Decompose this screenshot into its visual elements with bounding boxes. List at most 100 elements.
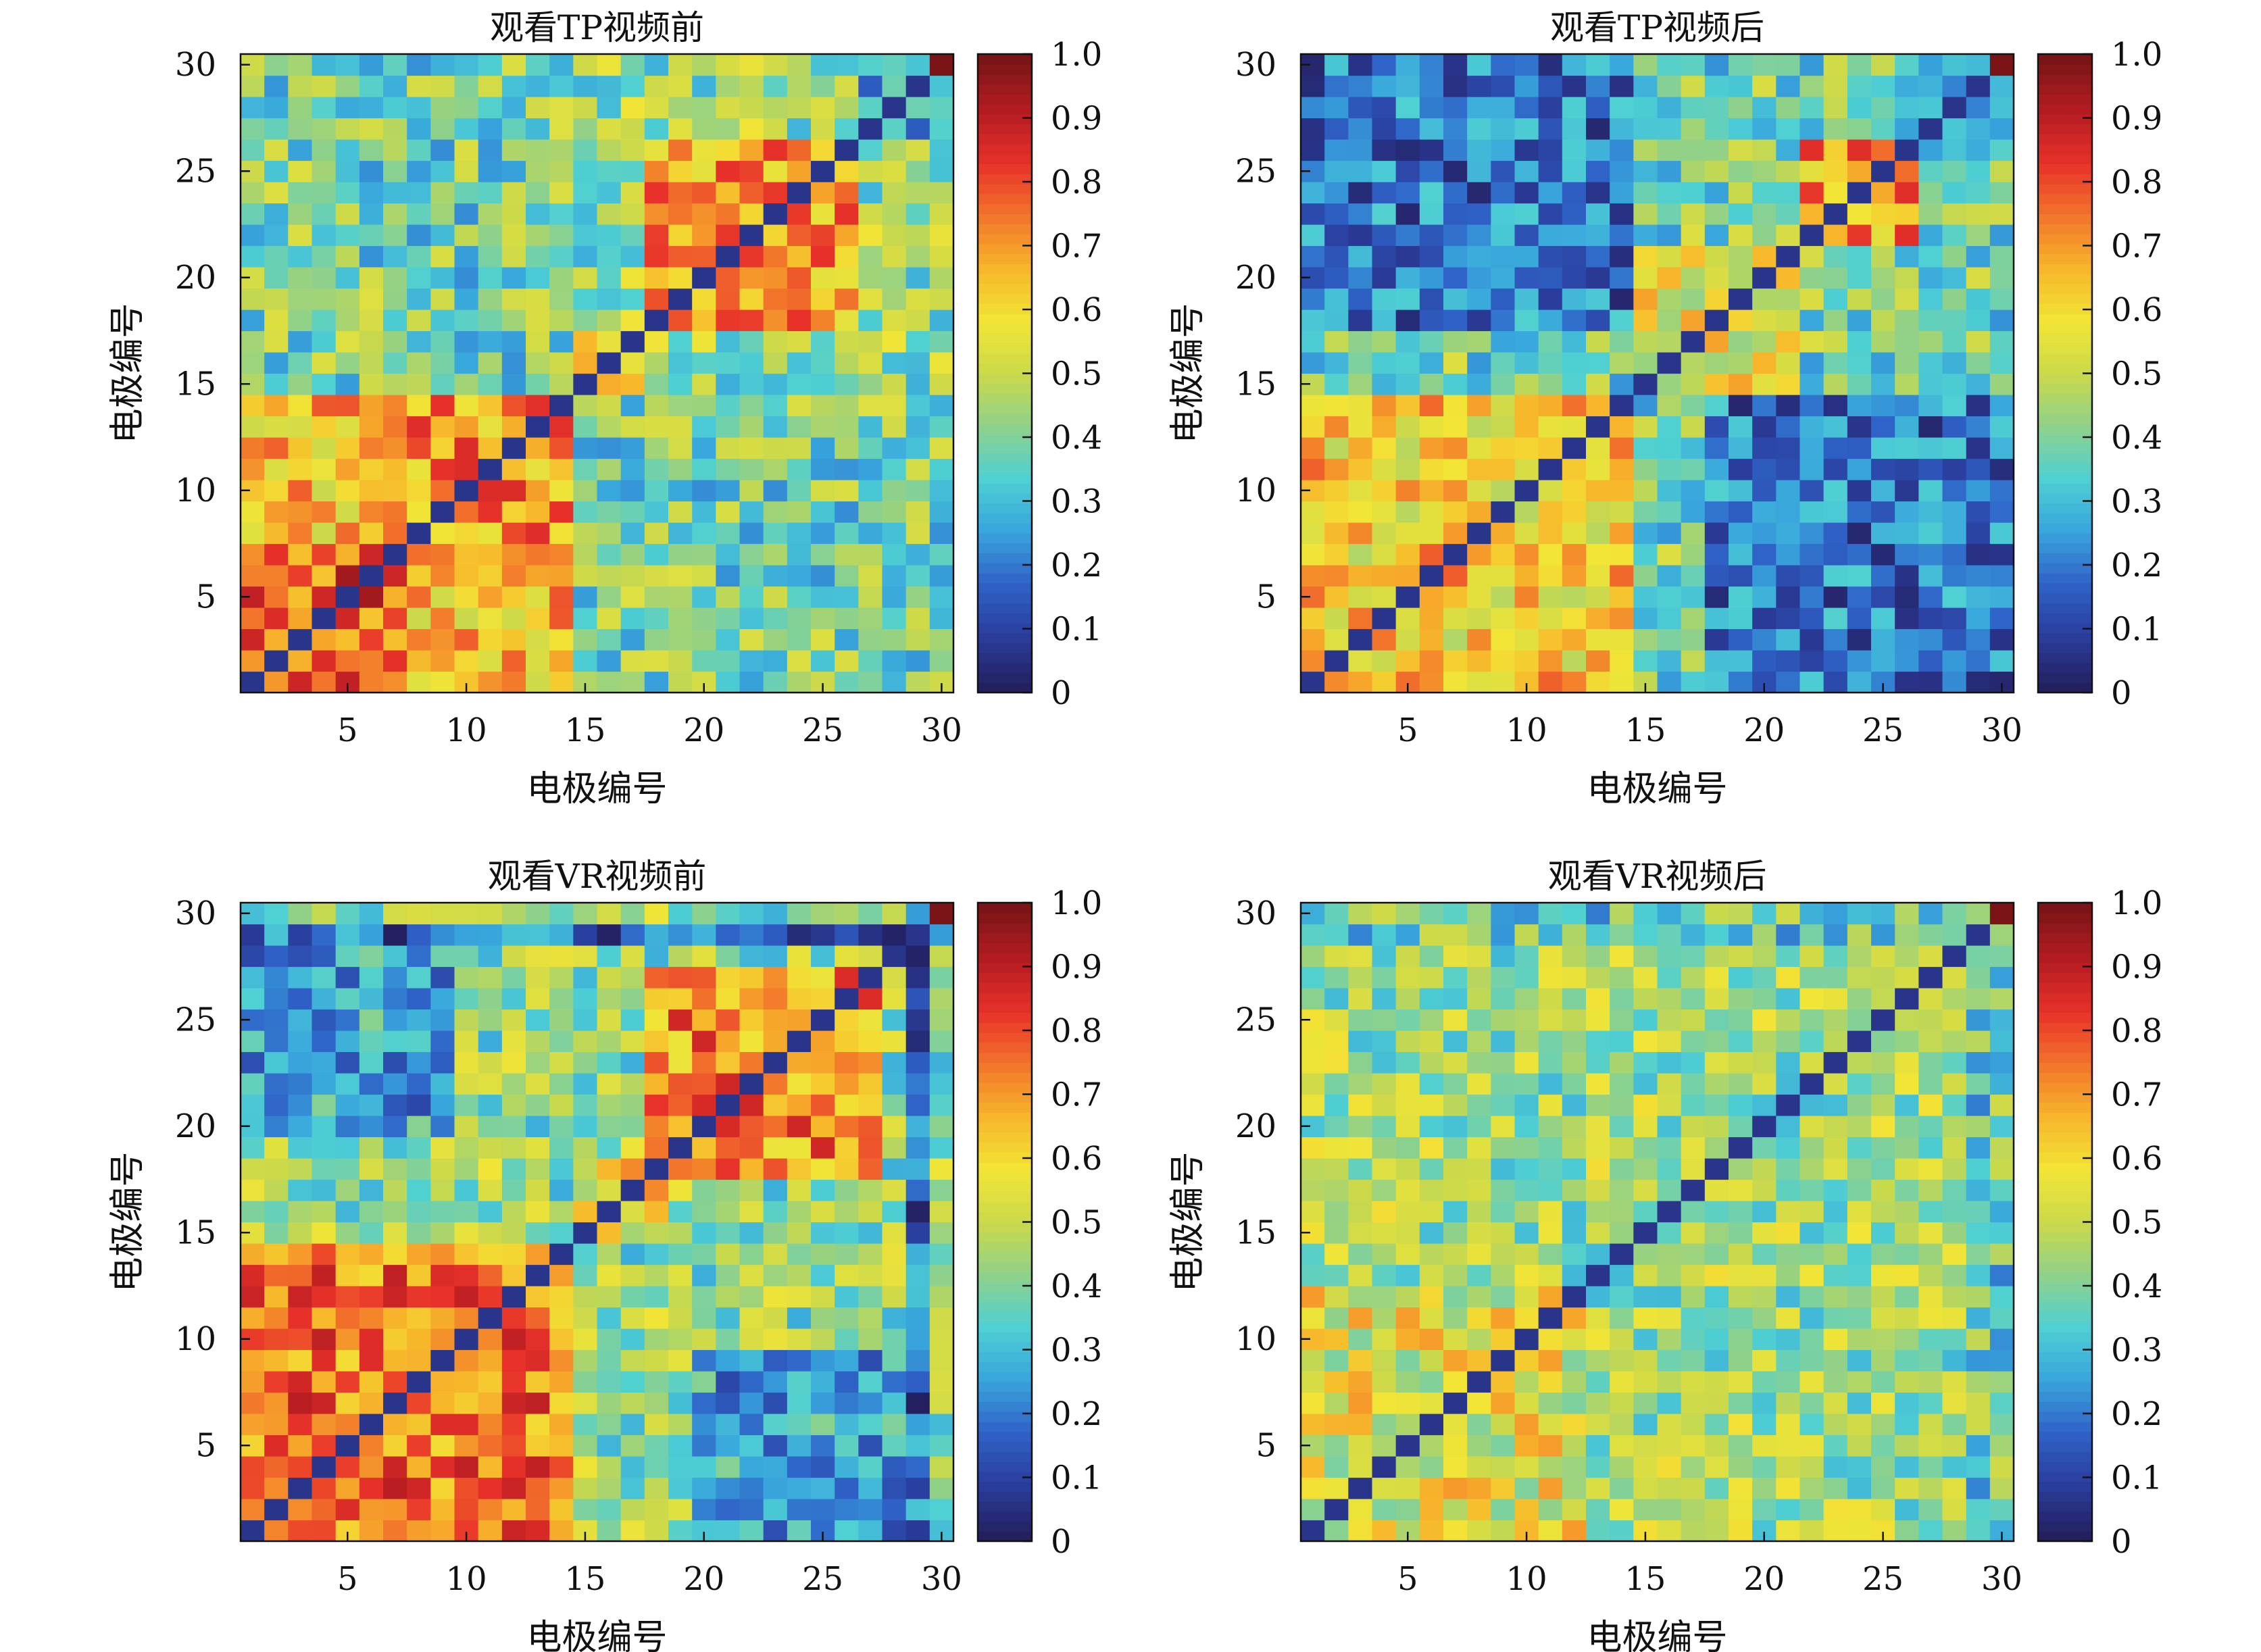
- heatmap-cell: [1799, 586, 1824, 608]
- heatmap-cell: [1704, 1413, 1729, 1436]
- heatmap-cell: [1776, 118, 1801, 140]
- heatmap-cell: [288, 182, 313, 204]
- heatmap-cell: [264, 97, 289, 119]
- heatmap-cell: [241, 988, 265, 1010]
- heatmap-cell: [1633, 160, 1658, 182]
- heatmap-cell: [1324, 1456, 1349, 1478]
- heatmap-cell: [478, 352, 503, 374]
- heatmap-cell: [1989, 1116, 2014, 1138]
- heatmap-cell: [739, 352, 764, 374]
- heatmap-cell: [501, 118, 526, 140]
- heatmap-cell: [241, 288, 265, 310]
- heatmap-cell: [692, 224, 716, 247]
- heatmap-cell: [1989, 352, 2014, 374]
- heatmap-cell: [835, 97, 859, 119]
- x-tick-label: 20: [683, 1560, 724, 1598]
- heatmap-cell: [335, 458, 360, 480]
- heatmap-cell: [1657, 118, 1682, 140]
- heatmap-cell: [407, 1328, 431, 1351]
- heatmap-cell: [1942, 650, 1967, 672]
- heatmap-cell: [1657, 903, 1682, 925]
- heatmap-cell: [1823, 1243, 1848, 1266]
- heatmap-cell: [335, 182, 360, 204]
- heatmap-cell: [1752, 1051, 1776, 1074]
- heatmap-cell: [288, 395, 313, 417]
- colorbar-segment: [2038, 593, 2092, 603]
- heatmap-cell: [1847, 650, 1872, 672]
- heatmap-cell: [1895, 1051, 1919, 1074]
- heatmap-cell: [1562, 309, 1587, 332]
- heatmap-cell: [835, 1030, 859, 1053]
- heatmap-cell: [716, 416, 741, 438]
- heatmap-cell: [383, 522, 407, 545]
- heatmap-cell: [264, 1392, 289, 1414]
- heatmap-cell: [1586, 1434, 1610, 1457]
- heatmap-cell: [383, 203, 407, 225]
- heatmap-cell: [1657, 1179, 1682, 1201]
- heatmap-cell: [692, 1307, 716, 1329]
- heatmap-cell: [1918, 416, 1943, 438]
- heatmap-cell: [811, 1243, 835, 1266]
- colorbar-segment: [978, 1301, 1032, 1313]
- heatmap-cell: [1586, 1158, 1610, 1180]
- colorbar-segment: [978, 912, 1032, 924]
- heatmap-cell: [478, 1456, 503, 1478]
- heatmap-cell: [1847, 966, 1872, 988]
- heatmap-cell: [620, 1073, 645, 1095]
- heatmap-cell: [549, 565, 574, 587]
- heatmap-cell: [835, 1392, 859, 1414]
- heatmap-cell: [1562, 1434, 1587, 1457]
- y-axis-label: 电极编号: [1168, 1151, 1208, 1292]
- heatmap-cell: [1514, 1434, 1539, 1457]
- heatmap-cell: [858, 522, 883, 545]
- heatmap-cell: [1586, 458, 1610, 480]
- heatmap-cell: [312, 1222, 337, 1244]
- heatmap-cell: [1514, 1073, 1539, 1095]
- heatmap-cell: [1467, 1094, 1491, 1116]
- heatmap-cell: [1799, 1136, 1824, 1159]
- heatmap-cell: [1514, 118, 1539, 140]
- heatmap-cell: [1729, 1030, 1753, 1053]
- heatmap-cell: [241, 416, 265, 438]
- heatmap-cell: [407, 1073, 431, 1095]
- heatmap-cell: [1395, 160, 1420, 182]
- colorbar-segment: [2038, 1331, 2092, 1343]
- colorbar-segment: [978, 1391, 1032, 1403]
- heatmap-cell: [1966, 288, 1991, 310]
- heatmap-cell: [597, 1371, 622, 1393]
- heatmap-cell: [1491, 330, 1516, 353]
- heatmap-cell: [1895, 671, 1919, 693]
- heatmap-cell: [1776, 1201, 1801, 1223]
- heatmap-cell: [549, 309, 574, 332]
- colorbar-segment: [2038, 114, 2092, 125]
- heatmap-cell: [882, 1520, 907, 1542]
- heatmap-cell: [811, 1286, 835, 1308]
- heatmap-cell: [501, 501, 526, 523]
- heatmap-cell: [1562, 1222, 1587, 1244]
- heatmap-cell: [1395, 1009, 1420, 1031]
- heatmap-cell: [905, 1116, 930, 1138]
- heatmap-cell: [1704, 903, 1729, 925]
- heatmap-cell: [1729, 1116, 1753, 1138]
- heatmap-cell: [1657, 607, 1682, 630]
- heatmap-cell: [1752, 267, 1776, 289]
- heatmap-cell: [1301, 1413, 1325, 1436]
- heatmap-cell: [1871, 203, 1895, 225]
- colorbar-segment: [2038, 1272, 2092, 1282]
- heatmap-cell: [1491, 1286, 1516, 1308]
- heatmap-cell: [241, 650, 265, 672]
- heatmap-cell: [1491, 97, 1516, 119]
- heatmap-cell: [1301, 437, 1325, 459]
- heatmap-cell: [1989, 118, 2014, 140]
- heatmap-cell: [1895, 966, 1919, 988]
- colorbar-segment: [2038, 1401, 2092, 1412]
- heatmap-cell: [430, 458, 455, 480]
- heatmap-cell: [1776, 1030, 1801, 1053]
- heatmap-cell: [1942, 1030, 1967, 1053]
- y-tick-label: 25: [1235, 1001, 1276, 1038]
- heatmap-cell: [478, 522, 503, 545]
- heatmap-cell: [620, 1392, 645, 1414]
- heatmap-cell: [454, 1030, 479, 1053]
- heatmap-cell: [787, 671, 812, 693]
- heatmap-cell: [1562, 1201, 1587, 1223]
